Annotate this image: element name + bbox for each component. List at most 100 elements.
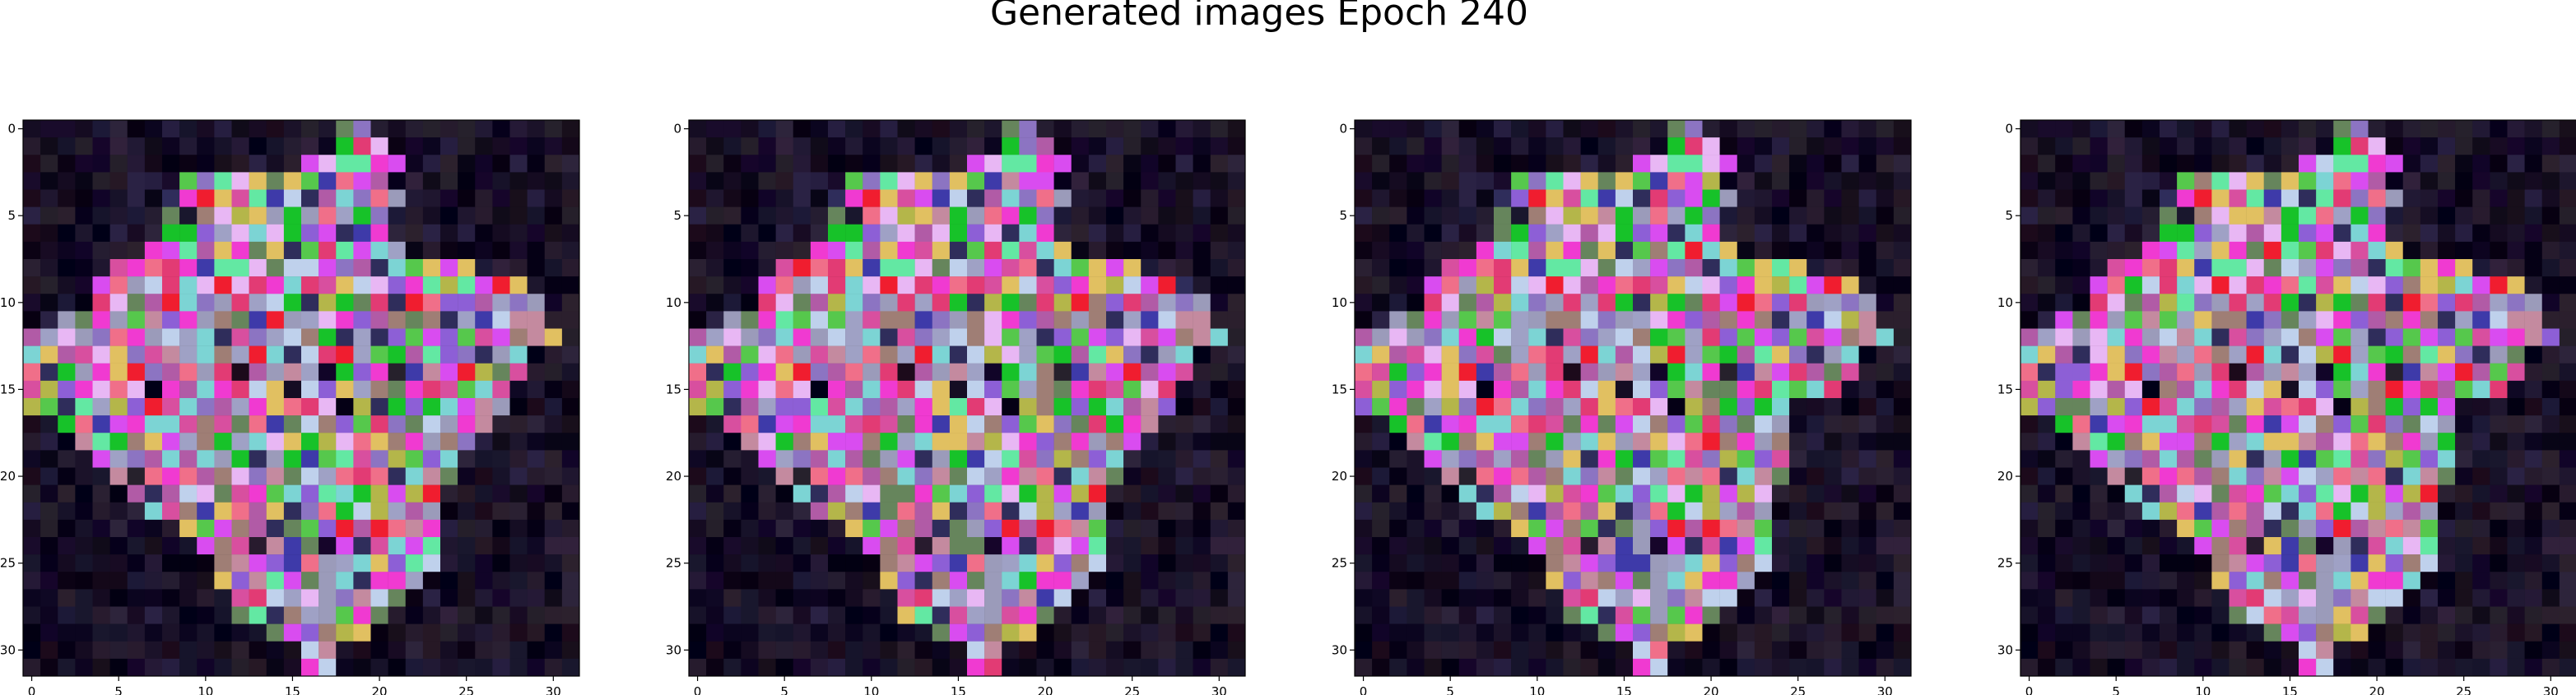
pixel-cell bbox=[1789, 345, 1807, 364]
pixel-cell bbox=[775, 606, 793, 624]
pixel-cell bbox=[1650, 276, 1668, 294]
pixel-cell bbox=[2055, 311, 2073, 329]
pixel-cell bbox=[1175, 294, 1193, 312]
pixel-cell bbox=[828, 502, 846, 521]
pixel-cell bbox=[1580, 519, 1598, 538]
pixel-cell bbox=[914, 294, 932, 312]
pixel-cell bbox=[1685, 172, 1703, 190]
pixel-cell bbox=[40, 519, 58, 538]
pixel-cell bbox=[2455, 623, 2473, 642]
pixel-cell bbox=[2490, 502, 2508, 521]
pixel-cell bbox=[1563, 155, 1581, 173]
pixel-cell bbox=[1123, 415, 1142, 433]
pixel-cell bbox=[2420, 380, 2439, 399]
pixel-cell bbox=[1789, 172, 1807, 190]
pixel-cell bbox=[440, 398, 458, 416]
pixel-cell bbox=[1141, 606, 1159, 624]
pixel-cell bbox=[388, 433, 406, 451]
pixel-cell bbox=[319, 537, 337, 555]
pixel-cell bbox=[1893, 450, 1912, 468]
pixel-cell bbox=[2438, 623, 2456, 642]
pixel-cell bbox=[2055, 484, 2073, 503]
pixel-cell bbox=[1071, 241, 1090, 260]
pixel-cell bbox=[897, 606, 915, 624]
pixel-cell bbox=[2368, 328, 2386, 346]
pixel-cell bbox=[144, 589, 163, 607]
pixel-cell bbox=[2246, 120, 2264, 138]
pixel-cell bbox=[1141, 172, 1159, 190]
pixel-cell bbox=[2368, 155, 2386, 173]
pixel-cell bbox=[544, 415, 563, 433]
pixel-cell bbox=[706, 537, 724, 555]
pixel-cell bbox=[1546, 606, 1564, 624]
pixel-cell bbox=[2194, 415, 2212, 433]
pixel-cell bbox=[2559, 537, 2576, 555]
pixel-cell bbox=[1441, 658, 1459, 677]
pixel-cell bbox=[197, 572, 215, 590]
pixel-cell bbox=[92, 259, 110, 277]
pixel-cell bbox=[2177, 137, 2195, 155]
pixel-cell bbox=[2438, 189, 2456, 207]
pixel-cell bbox=[967, 380, 985, 399]
pixel-cell bbox=[2350, 189, 2369, 207]
pixel-cell bbox=[1841, 433, 1859, 451]
pixel-cell bbox=[231, 398, 249, 416]
pixel-cell bbox=[2455, 589, 2473, 607]
pixel-cell bbox=[2246, 467, 2264, 485]
pixel-cell bbox=[1789, 276, 1807, 294]
pixel-cell bbox=[1528, 467, 1546, 485]
pixel-cell bbox=[1036, 502, 1054, 521]
pixel-cell bbox=[2194, 398, 2212, 416]
pixel-cell bbox=[1036, 294, 1054, 312]
pixel-cell bbox=[2472, 467, 2490, 485]
pixel-cell bbox=[1650, 363, 1668, 382]
pixel-cell bbox=[1227, 537, 1246, 555]
pixel-cell bbox=[1876, 658, 1895, 677]
pixel-cell bbox=[249, 502, 267, 521]
pixel-cell bbox=[949, 554, 968, 572]
pixel-cell bbox=[1458, 537, 1477, 555]
pixel-cell bbox=[828, 294, 846, 312]
pixel-cell bbox=[1227, 519, 1246, 538]
pixel-cell bbox=[1476, 450, 1495, 468]
pixel-cell bbox=[984, 380, 1002, 399]
pixel-cell bbox=[2038, 589, 2056, 607]
pixel-cell bbox=[1424, 137, 1442, 155]
pixel-cell bbox=[2107, 259, 2125, 277]
pixel-cell bbox=[689, 294, 707, 312]
pixel-cell bbox=[2211, 623, 2230, 642]
pixel-cell bbox=[2420, 311, 2439, 329]
pixel-cell bbox=[1355, 137, 1373, 155]
pixel-cell bbox=[2160, 363, 2178, 382]
pixel-cell bbox=[2368, 641, 2386, 660]
x-tick-label: 5 bbox=[1446, 684, 1454, 695]
pixel-cell bbox=[845, 276, 863, 294]
pixel-cell bbox=[405, 467, 424, 485]
pixel-cell bbox=[706, 606, 724, 624]
pixel-cell bbox=[561, 206, 580, 225]
pixel-cell bbox=[2107, 224, 2125, 243]
pixel-cell bbox=[775, 467, 793, 485]
pixel-cell bbox=[2246, 345, 2264, 364]
pixel-cell bbox=[1824, 641, 1842, 660]
pixel-cell bbox=[845, 155, 863, 173]
pixel-cell bbox=[984, 589, 1002, 607]
pixel-cell bbox=[422, 276, 441, 294]
pixel-cell bbox=[2107, 502, 2125, 521]
pixel-cell bbox=[370, 450, 388, 468]
pixel-cell bbox=[706, 519, 724, 538]
pixel-cell bbox=[370, 415, 388, 433]
pixel-cell bbox=[249, 328, 267, 346]
pixel-cell bbox=[1002, 206, 1020, 225]
pixel-cell bbox=[40, 120, 58, 138]
pixel-cell bbox=[1158, 450, 1176, 468]
pixel-cell bbox=[775, 345, 793, 364]
pixel-cell bbox=[1494, 189, 1512, 207]
pixel-cell bbox=[741, 120, 759, 138]
pixel-cell bbox=[880, 172, 898, 190]
pixel-cell bbox=[2072, 380, 2090, 399]
pixel-cell bbox=[144, 398, 163, 416]
pixel-cell bbox=[1071, 120, 1090, 138]
pixel-cell bbox=[1476, 241, 1495, 260]
pixel-cell bbox=[561, 641, 580, 660]
